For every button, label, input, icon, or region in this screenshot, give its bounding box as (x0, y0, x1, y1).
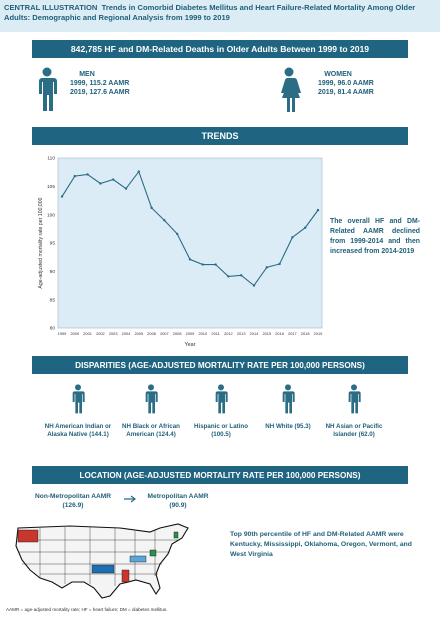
group-label: NH Black or African American (124.4) (122, 423, 180, 439)
oklahoma-state (91, 564, 115, 574)
footnote: AAMR = age-adjusted mortality rate; HF =… (6, 607, 168, 612)
location-banner: LOCATION (AGE-ADJUSTED MORTALITY RATE PE… (32, 466, 408, 484)
west-virginia-state (149, 549, 157, 557)
data-point (163, 219, 166, 222)
data-point (265, 266, 268, 269)
data-point (240, 274, 243, 277)
data-point (188, 258, 192, 261)
data-point (291, 236, 294, 239)
men-1999: 1999, 115.2 AAMR (70, 80, 130, 88)
y-tick-label: 100 (47, 212, 55, 218)
kentucky-state (129, 555, 147, 563)
data-point (99, 182, 102, 185)
person-icon (141, 381, 161, 422)
metro-label: Metropolitan AAMR (147, 493, 209, 500)
female-icon (281, 67, 301, 112)
x-tick-label: 2012 (224, 331, 233, 336)
data-point (60, 195, 64, 198)
group-label: Hispanic or Latino (100.5) (194, 423, 248, 439)
y-tick-label: 80 (50, 326, 56, 332)
y-tick-label: 110 (47, 156, 55, 162)
data-point (150, 206, 153, 210)
x-axis-label: Year (185, 342, 196, 348)
women-label: WOMEN (324, 71, 352, 78)
x-tick-label: 2004 (122, 331, 131, 336)
person-icon (344, 381, 364, 422)
women-2019: 2019, 81.4 AAMR (318, 89, 374, 97)
person-icon (68, 381, 88, 422)
x-tick-label: 2018 (301, 331, 310, 336)
men-stats: MEN 1999, 115.2 AAMR 2019, 127.6 AAMR (70, 70, 170, 97)
x-tick-label: 2006 (147, 331, 156, 336)
y-axis-label: Age-adjusted mortality rate per 100,000 (38, 197, 44, 288)
nonmetro-label: Non-Metropolitan AAMR (35, 493, 111, 500)
person-icon (211, 381, 231, 422)
trend-chart: 80 85 90 95 100 105 110 1999 2000 2001 2002 2003 20… (38, 156, 323, 348)
trends-banner: TRENDS (32, 127, 408, 145)
data-point (304, 226, 307, 229)
group-label: NH American Indian or Alaska Native (144… (44, 423, 112, 439)
group-label: NH White (95.3) (265, 423, 311, 430)
x-tick-label: 2003 (109, 331, 118, 336)
data-point (124, 187, 128, 190)
data-point (214, 263, 217, 266)
data-point (278, 262, 281, 266)
x-tick-label: 2011 (211, 331, 219, 336)
metro-value: (90.9) (169, 501, 187, 509)
women-stats: WOMEN 1999, 96.0 AAMR 2019, 81.4 AAMR (318, 70, 418, 97)
plot-area (57, 157, 323, 329)
us-map (15, 523, 189, 599)
y-tick-label: 95 (50, 241, 56, 247)
header-bar (0, 0, 440, 32)
x-tick-label: 2017 (288, 331, 297, 336)
y-tick-label: 90 (50, 269, 56, 275)
trend-note: The overall HF and DM-Related AAMR decli… (330, 218, 420, 255)
x-tick-label: 2019 (314, 331, 323, 336)
men-2019: 2019, 127.6 AAMR (70, 89, 130, 97)
data-point (137, 170, 140, 173)
x-tick-label: 2000 (70, 331, 79, 336)
page-title: CENTRAL ILLUSTRATION Trends in Comorbid … (4, 3, 438, 24)
data-point (86, 173, 89, 176)
x-tick-label: 2013 (237, 331, 246, 336)
x-tick-label: 2002 (96, 331, 105, 336)
data-point (112, 178, 115, 181)
y-tick-label: 85 (50, 297, 56, 303)
women-1999: 1999, 96.0 AAMR (318, 80, 374, 88)
data-point (73, 174, 76, 178)
summary-banner: 842,785 HF and DM-Related Deaths in Olde… (32, 40, 408, 58)
map-note: Top 90th percentile of HF and DM-Related… (230, 531, 412, 559)
x-tick-label: 2005 (134, 331, 143, 336)
y-tick-label: 105 (47, 184, 55, 190)
men-label: MEN (79, 71, 95, 78)
oregon-state (17, 529, 39, 543)
person-icon (278, 381, 298, 422)
x-tick-label: 2001 (83, 331, 92, 336)
us-outline (15, 523, 189, 599)
data-point (227, 275, 230, 278)
data-point (176, 232, 179, 236)
mississippi-state (121, 569, 130, 583)
data-point (201, 263, 204, 266)
x-tick-label: 1999 (58, 331, 67, 336)
vermont-state (173, 531, 179, 539)
x-tick-label: 2015 (262, 331, 271, 336)
x-tick-label: 2010 (198, 331, 207, 336)
nonmetro-value: (126.9) (62, 501, 84, 509)
data-point (252, 284, 256, 287)
arrow-right-icon (124, 495, 136, 503)
header-title: Trends in Comorbid Diabetes Mellitus and… (4, 3, 416, 23)
x-tick-label: 2014 (250, 331, 259, 336)
metro-stat: Metropolitan AAMR (90.9) (138, 493, 218, 510)
data-point (316, 208, 320, 212)
x-tick-label: 2016 (275, 331, 284, 336)
nonmetro-stat: Non-Metropolitan AAMR (126.9) (28, 493, 118, 510)
x-tick-label: 2007 (160, 331, 169, 336)
group-label: NH Asian or Pacific Islander (62.0) (325, 423, 383, 439)
x-tick-label: 2009 (186, 331, 195, 336)
male-icon (39, 67, 57, 111)
header-label: CENTRAL ILLUSTRATION (4, 3, 98, 12)
x-tick-label: 2008 (173, 331, 182, 336)
disparities-banner: DISPARITIES (AGE-ADJUSTED MORTALITY RATE… (32, 356, 408, 374)
